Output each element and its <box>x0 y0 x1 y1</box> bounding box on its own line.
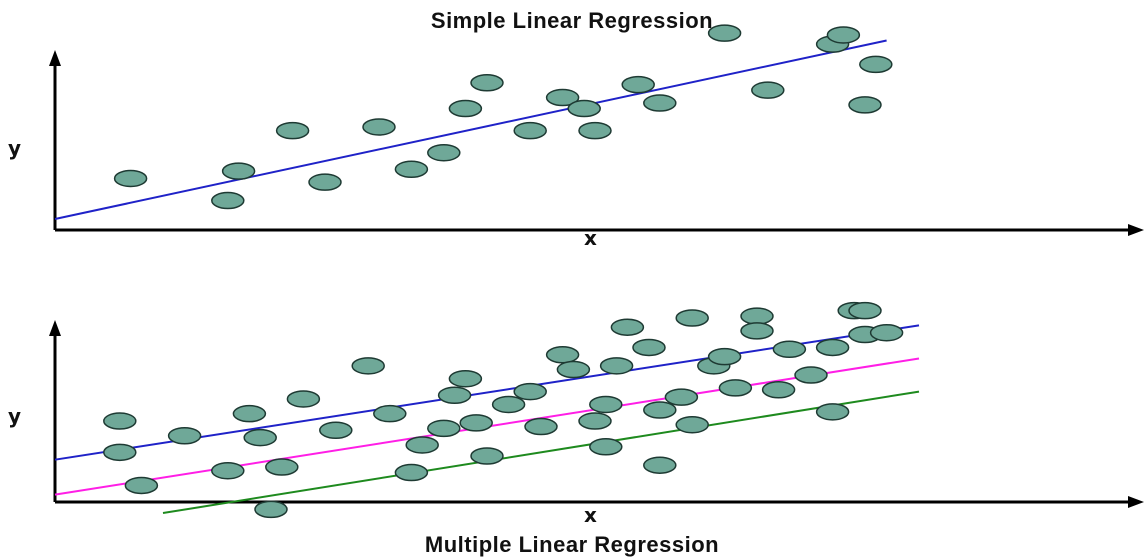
bottom-data-point <box>761 381 796 399</box>
bottom-data-point <box>427 419 461 438</box>
bottom-data-point <box>718 379 753 397</box>
bottom-data-point <box>448 369 483 388</box>
top-data-point <box>470 74 504 92</box>
top-data-point <box>707 24 742 42</box>
top-data-point <box>221 162 256 180</box>
bottom-regression-line-green <box>162 390 920 515</box>
bottom-data-point <box>243 428 277 447</box>
top-data-point <box>848 96 882 114</box>
bottom-x-axis-label: x <box>584 503 597 527</box>
bottom-data-point <box>124 476 159 495</box>
bottom-data-point <box>675 309 709 327</box>
bottom-data-point <box>319 421 353 439</box>
top-data-point <box>545 88 580 107</box>
top-y-axis-arrow <box>49 50 61 66</box>
bottom-data-point <box>351 357 385 375</box>
bottom-data-point <box>610 318 645 336</box>
bottom-data-point <box>513 382 547 401</box>
top-regression-line-blue <box>54 39 887 220</box>
top-chart-title: Simple Linear Regression <box>430 8 714 33</box>
bottom-data-point <box>232 404 267 423</box>
bottom-data-point <box>707 347 742 366</box>
bottom-y-axis-arrow <box>49 320 61 336</box>
top-data-point <box>826 26 861 44</box>
top-data-point <box>308 173 342 191</box>
top-data-point <box>211 191 245 210</box>
bottom-data-point <box>794 366 828 384</box>
top-data-point <box>394 160 429 179</box>
bottom-data-point <box>869 323 904 342</box>
bottom-chart-title: Multiple Linear Regression <box>424 532 720 557</box>
bottom-data-point <box>524 417 558 436</box>
bottom-data-point <box>815 338 850 357</box>
top-x-axis-arrow <box>1128 224 1144 236</box>
bottom-data-point <box>740 307 774 325</box>
top-y-axis-label: y <box>8 136 22 160</box>
bottom-data-point <box>772 340 807 359</box>
bottom-y-axis-label: y <box>8 404 22 428</box>
bottom-data-point <box>632 338 666 357</box>
bottom-data-point <box>589 438 623 456</box>
bottom-data-point <box>394 463 429 482</box>
bottom-data-point <box>556 360 591 379</box>
bottom-data-point <box>740 322 774 340</box>
top-data-point <box>513 121 547 140</box>
bottom-data-point <box>664 388 699 406</box>
top-data-point <box>643 94 677 112</box>
bottom-data-point <box>254 500 288 519</box>
top-data-point <box>751 81 785 99</box>
top-x-axis-label: x <box>584 226 597 250</box>
bottom-x-axis-arrow <box>1128 496 1144 508</box>
bottom-data-point <box>599 357 634 375</box>
bottom-data-point <box>491 395 526 414</box>
bottom-data-point <box>643 401 677 419</box>
bottom-data-point <box>848 301 882 320</box>
bottom-data-point <box>405 436 439 454</box>
bottom-data-point <box>211 461 245 480</box>
bottom-data-point <box>459 414 493 432</box>
bottom-data-point <box>265 458 299 476</box>
top-data-point <box>113 169 148 188</box>
multiple-regression-plot <box>49 301 1144 519</box>
simple-regression-plot <box>49 24 1144 236</box>
top-data-point <box>362 118 396 136</box>
top-data-point <box>567 99 601 118</box>
bottom-data-point <box>373 404 407 423</box>
bottom-data-point <box>103 412 137 430</box>
bottom-data-point <box>675 415 709 434</box>
top-data-point <box>621 75 655 94</box>
bottom-data-point <box>286 390 321 408</box>
top-data-point <box>578 121 612 140</box>
bottom-data-point <box>643 456 677 474</box>
top-data-point <box>427 143 461 162</box>
bottom-data-point <box>589 395 623 414</box>
top-data-point <box>859 55 893 74</box>
bottom-data-point <box>545 346 580 364</box>
top-data-point <box>275 121 310 140</box>
top-data-point <box>448 99 483 118</box>
bottom-data-point <box>167 427 202 445</box>
bottom-data-point <box>470 447 504 465</box>
bottom-data-point <box>103 443 137 462</box>
bottom-data-point <box>578 412 612 430</box>
bottom-data-point <box>815 403 850 421</box>
bottom-data-point <box>437 386 472 405</box>
